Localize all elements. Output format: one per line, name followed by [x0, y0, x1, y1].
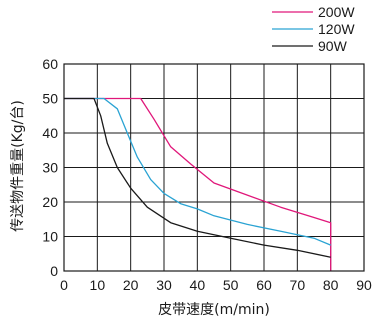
legend-label-200w: 200W: [318, 4, 355, 20]
y-tick-label: 60: [42, 56, 58, 72]
legend-label-90w: 90W: [318, 38, 348, 54]
x-tick-label: 0: [60, 277, 68, 293]
x-tick-label: 10: [90, 277, 106, 293]
plot-frame: [63, 63, 365, 272]
tick-labels: 0 10 20 30 40 50 60 70 80 90 0 10 20 30 40 50 60: [42, 56, 372, 293]
x-tick-label: 20: [123, 277, 139, 293]
x-tick-label: 90: [356, 277, 372, 293]
series-layer: [64, 97, 332, 271]
x-tick-label: 40: [190, 277, 206, 293]
x-tick-label: 50: [223, 277, 239, 293]
x-tick-label: 30: [156, 277, 172, 293]
plot-border: [63, 63, 365, 272]
legend-label-120w: 120W: [318, 21, 355, 37]
y-tick-label: 40: [42, 125, 58, 141]
y-tick-label: 0: [50, 263, 58, 279]
series-line-90w: [64, 97, 331, 258]
series-line-120w: [64, 97, 331, 246]
x-tick-label: 80: [323, 277, 339, 293]
x-tick-label: 70: [290, 277, 306, 293]
x-tick-label: 60: [256, 277, 272, 293]
x-axis-title: 皮带速度(m/min): [158, 302, 270, 318]
y-tick-label: 50: [42, 91, 58, 107]
y-axis-title: 传送物件重量(Kg/台): [10, 100, 26, 232]
series-line-200w: [64, 97, 332, 271]
y-tick-label: 10: [42, 229, 58, 245]
y-tick-label: 20: [42, 194, 58, 210]
y-tick-label: 30: [42, 160, 58, 176]
